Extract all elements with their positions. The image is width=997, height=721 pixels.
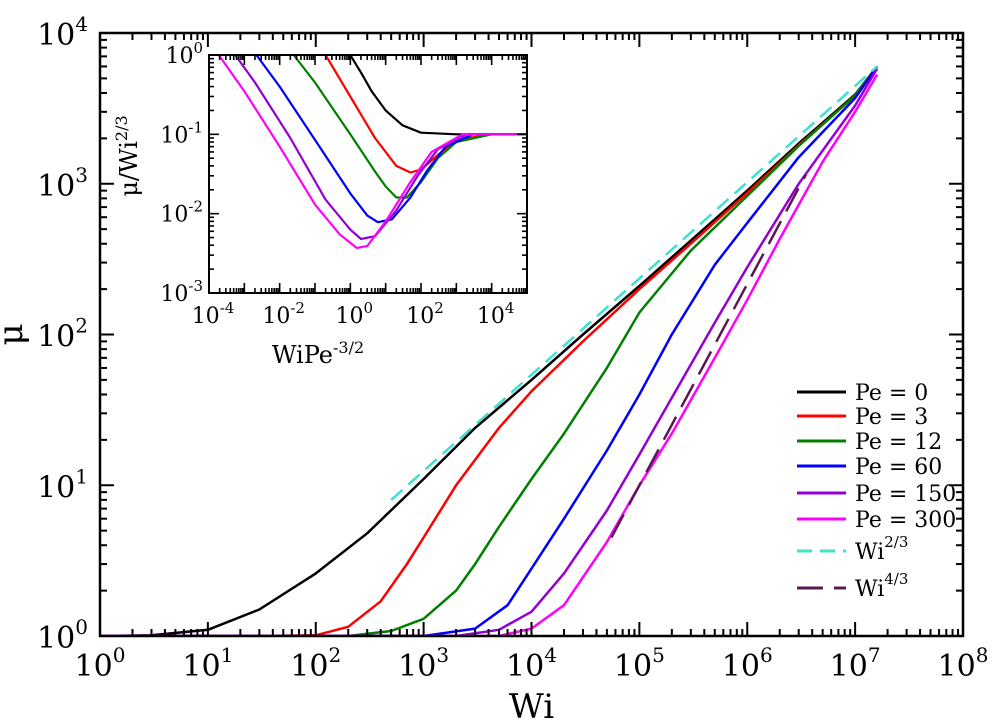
inset-plot-x-tick-label: 102 (406, 299, 444, 329)
legend-label-7: Wi4/3 (855, 570, 908, 602)
inset-plot-series-5 (217, 55, 527, 249)
main-plot-x-tick-label: 104 (506, 643, 557, 684)
legend-label-6: Wi2/3 (855, 533, 908, 565)
main-plot-series-0 (100, 65, 879, 636)
main-plot-x-tick-label: 108 (938, 643, 989, 684)
inset-plot-y-tick-label: 10-2 (160, 198, 203, 228)
legend-label-5: Pe = 300 (855, 508, 956, 533)
main-plot-x-tick-label: 103 (398, 643, 449, 684)
main-plot-y-axis-title: μ (0, 323, 31, 345)
main-plot-series-7 (610, 174, 808, 539)
main-plot-x-tick-label: 100 (75, 643, 126, 684)
main-plot-x-tick-label: 107 (830, 643, 881, 684)
inset-plot-series (217, 55, 527, 249)
main-plot-series-6 (390, 65, 878, 501)
inset-plot-y-tick-label: 10-1 (160, 118, 203, 148)
legend-label-4: Pe = 150 (855, 482, 956, 507)
main-plot-series-2 (100, 65, 879, 636)
inset-plot-x-tick-label: 104 (477, 299, 515, 329)
main-plot-ticks (100, 33, 963, 636)
main-plot-y-tick-label: 102 (37, 314, 88, 355)
main-plot-x-tick-label: 102 (290, 643, 341, 684)
inset-plot-x-tick-label: 10-2 (262, 299, 305, 329)
inset-plot-y-tick-label: 100 (165, 39, 203, 69)
main-plot-y-tick-label: 100 (37, 615, 88, 656)
inset-plot-frame (208, 54, 528, 294)
main-plot-y-tick-label: 103 (37, 163, 88, 204)
main-plot-x-tick-label: 105 (614, 643, 665, 684)
legend-label-2: Pe = 12 (855, 430, 942, 455)
inset-plot: 10-4 10-2 100 102 104 10-3 10-2 10-1 100 WiPe-3/2… (112, 39, 528, 369)
legend-label-0: Pe = 0 (855, 381, 928, 406)
main-plot: 100 101 102 103 104 105 106 107 108 100 101 102 103 1… (0, 12, 988, 721)
inset-plot-y-tick-label: 10-3 (160, 277, 203, 307)
legend-label-1: Pe = 3 (855, 405, 928, 430)
inset-plot-x-tick-label: 10-4 (192, 299, 235, 329)
main-plot-y-tick-label: 104 (37, 12, 88, 53)
main-plot-y-tick-label: 101 (37, 464, 88, 505)
inset-plot-x-tick-label: 100 (336, 299, 374, 329)
inset-plot-y-axis-title: μ/Wi2/3 (112, 115, 143, 196)
inset-plot-x-axis-title: WiPe-3/2 (272, 338, 364, 369)
main-plot-series-1 (100, 65, 879, 636)
main-plot-x-tick-label: 106 (722, 643, 773, 684)
inset-plot-ticks (209, 55, 527, 293)
legend-label-3: Pe = 60 (855, 455, 942, 480)
main-plot-series-3 (100, 65, 879, 636)
main-plot-x-axis-title: Wi (509, 687, 554, 721)
main-plot-x-tick-label: 101 (182, 643, 233, 684)
inset-plot-background (209, 55, 527, 293)
